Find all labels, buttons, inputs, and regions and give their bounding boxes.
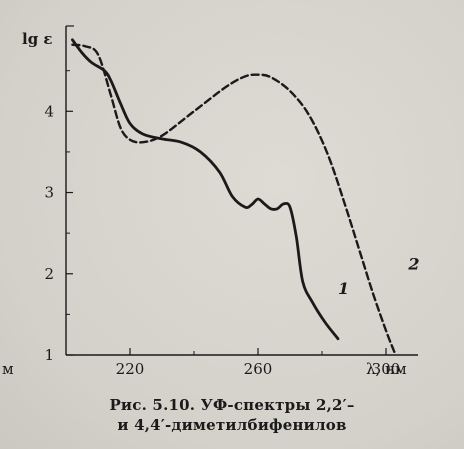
figure-caption-line-1: Рис. 5.10. УФ-спектры 2,2′–: [109, 396, 355, 414]
figure-caption-line-2: и 4,4′-диметилбифенилов: [117, 416, 347, 434]
x-axis-label: λ, нм: [366, 360, 407, 378]
y-tick-label: 4: [44, 102, 54, 120]
label-layer: 1 2 3 4 220 260 300 lg ε λ, нм м 1 2: [2, 30, 420, 378]
left-unit-fragment: м: [2, 360, 14, 378]
uv-spectrum-chart: 1 2 3 4 220 260 300 lg ε λ, нм м 1 2: [2, 25, 420, 378]
series-layer: [71, 38, 397, 357]
y-tick-label: 1: [44, 346, 54, 364]
axes-layer: [65, 25, 418, 356]
y-tick-label: 2: [44, 265, 54, 283]
curve-label-2: 2: [407, 255, 419, 274]
series-1-line: [71, 38, 340, 341]
y-axis-label: lg ε: [22, 30, 53, 48]
x-tick-label: 220: [116, 360, 145, 378]
x-tick-label: 300: [372, 360, 401, 378]
y-tick-label: 3: [44, 184, 54, 202]
x-tick-label: 260: [244, 360, 273, 378]
series-2-line: [71, 43, 397, 357]
curve-label-1: 1: [338, 279, 349, 298]
